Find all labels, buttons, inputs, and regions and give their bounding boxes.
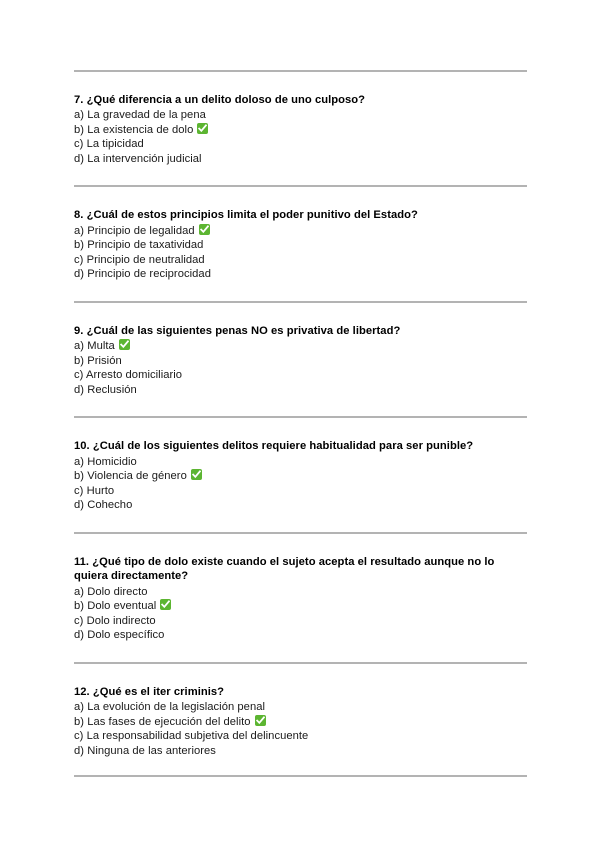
question-block: 12. ¿Qué es el iter criminis? a) La evolu… (74, 664, 527, 775)
green-check-mark-icon (190, 469, 202, 481)
answer-option-label: b) Dolo eventual (74, 600, 157, 613)
answer-option[interactable]: c) Hurto (74, 484, 527, 499)
green-check-mark-icon (197, 122, 209, 134)
section-divider (74, 70, 527, 72)
answer-option-label: a) Homicidio (74, 455, 137, 468)
answer-option-label: b) Violencia de género (74, 470, 187, 483)
green-check-mark-icon (198, 223, 210, 235)
answer-option-label: a) La gravedad de la pena (74, 109, 206, 122)
answer-option-label: d) Dolo específico (74, 629, 165, 642)
answer-option-label: d) La intervención judicial (74, 152, 202, 165)
answer-option[interactable]: b) Prisión (74, 354, 527, 369)
option-list: a) La gravedad de la pena b) La existenci… (74, 108, 527, 166)
block-spacer (74, 282, 527, 301)
question-block: 10. ¿Cuál de los siguientes delitos requ… (74, 418, 527, 531)
answer-option-label: c) La responsabilidad subjetiva del deli… (74, 730, 309, 743)
green-check-mark-icon (160, 599, 172, 611)
quiz-content: 7. ¿Qué diferencia a un delito doloso de… (74, 0, 527, 778)
answer-option-label: c) Arresto domiciliario (74, 369, 183, 382)
green-check-mark-icon (254, 714, 266, 726)
question-block: 8. ¿Cuál de estos principios limita el p… (74, 187, 527, 300)
answer-option[interactable]: d) Ninguna de las anteriores (74, 744, 527, 759)
answer-option-label: a) Dolo directo (74, 585, 148, 598)
question-block: 11. ¿Qué tipo de dolo existe cuando el s… (74, 534, 527, 662)
green-check-mark-icon (118, 339, 130, 351)
answer-option[interactable]: a) Dolo directo (74, 585, 527, 600)
answer-option[interactable]: c) Arresto domiciliario (74, 368, 527, 383)
block-spacer (74, 758, 527, 775)
answer-option[interactable]: d) Cohecho (74, 498, 527, 513)
question-text: 12. ¿Qué es el iter criminis? (74, 685, 225, 698)
answer-option[interactable]: a) Principio de legalidad (74, 223, 527, 239)
answer-option[interactable]: b) Dolo eventual (74, 599, 527, 614)
answer-option[interactable]: d) Reclusión (74, 383, 527, 398)
section-divider (74, 416, 527, 419)
answer-option[interactable]: b) Violencia de género (74, 469, 527, 484)
option-list: a) Principio de legalidad b) Principio de… (74, 223, 527, 282)
answer-option[interactable]: a) Multa (74, 339, 527, 354)
section-divider (74, 775, 527, 778)
block-spacer (74, 166, 527, 185)
top-spacer (74, 0, 527, 70)
option-list: a) Homicidio b) Violencia de género c) Hur… (74, 455, 527, 513)
answer-option-label: d) Principio de reciprocidad (74, 268, 211, 281)
answer-option-label: c) La tipicidad (74, 138, 144, 151)
answer-option-label: b) Prisión (74, 354, 122, 367)
answer-option-label: b) Las fases de ejecución del delito (74, 715, 251, 728)
answer-option-label: a) Multa (74, 340, 115, 353)
question-list: 7. ¿Qué diferencia a un delito doloso de… (74, 70, 527, 778)
answer-option-label: c) Dolo indirecto (74, 614, 156, 627)
answer-option-label: d) Cohecho (74, 499, 133, 512)
answer-option[interactable]: d) La intervención judicial (74, 152, 527, 167)
answer-option[interactable]: a) Homicidio (74, 455, 527, 470)
section-divider (74, 661, 527, 664)
answer-option-label: d) Reclusión (74, 383, 137, 396)
answer-option-label: a) Principio de legalidad (74, 224, 195, 237)
answer-option[interactable]: d) Dolo específico (74, 628, 527, 643)
section-divider (74, 300, 527, 303)
question-text: 9. ¿Cuál de las siguientes penas NO es p… (74, 324, 401, 337)
answer-option[interactable]: b) Las fases de ejecución del delito (74, 714, 527, 730)
question-text: 10. ¿Cuál de los siguientes delitos requ… (74, 440, 474, 453)
question-block: 9. ¿Cuál de las siguientes penas NO es p… (74, 303, 527, 416)
answer-option-label: d) Ninguna de las anteriores (74, 744, 216, 757)
question-text: 11. ¿Qué tipo de dolo existe cuando el s… (74, 555, 495, 583)
answer-option[interactable]: c) La responsabilidad subjetiva del deli… (74, 729, 527, 744)
question-block: 7. ¿Qué diferencia a un delito doloso de… (74, 72, 527, 185)
block-spacer (74, 643, 527, 662)
answer-option[interactable]: d) Principio de reciprocidad (74, 267, 527, 282)
answer-option[interactable]: c) Dolo indirecto (74, 614, 527, 629)
answer-option[interactable]: c) Principio de neutralidad (74, 253, 527, 268)
answer-option-label: c) Principio de neutralidad (74, 253, 205, 266)
question-text: 8. ¿Cuál de estos principios limita el p… (74, 209, 418, 222)
block-spacer (74, 513, 527, 532)
question-text: 7. ¿Qué diferencia a un delito doloso de… (74, 94, 366, 106)
answer-option-label: b) Principio de taxatividad (74, 239, 204, 252)
block-spacer (74, 397, 527, 416)
answer-option-label: c) Hurto (74, 484, 115, 497)
option-list: a) Multa b) Prisión c) Arresto domiciliari… (74, 339, 527, 397)
answer-option[interactable]: a) La gravedad de la pena (74, 108, 527, 123)
answer-option[interactable]: c) La tipicidad (74, 137, 527, 152)
option-list: a) Dolo directo b) Dolo eventual c) Dolo i… (74, 585, 527, 643)
answer-option[interactable]: a) La evolución de la legislación penal (74, 700, 527, 715)
section-divider (74, 531, 527, 534)
answer-option-label: a) La evolución de la legislación penal (74, 701, 266, 714)
answer-option-label: b) La existencia de dolo (74, 123, 194, 136)
answer-option[interactable]: b) La existencia de dolo (74, 122, 527, 138)
section-divider (74, 185, 527, 188)
answer-option[interactable]: b) Principio de taxatividad (74, 238, 527, 253)
option-list: a) La evolución de la legislación penal b… (74, 700, 527, 758)
